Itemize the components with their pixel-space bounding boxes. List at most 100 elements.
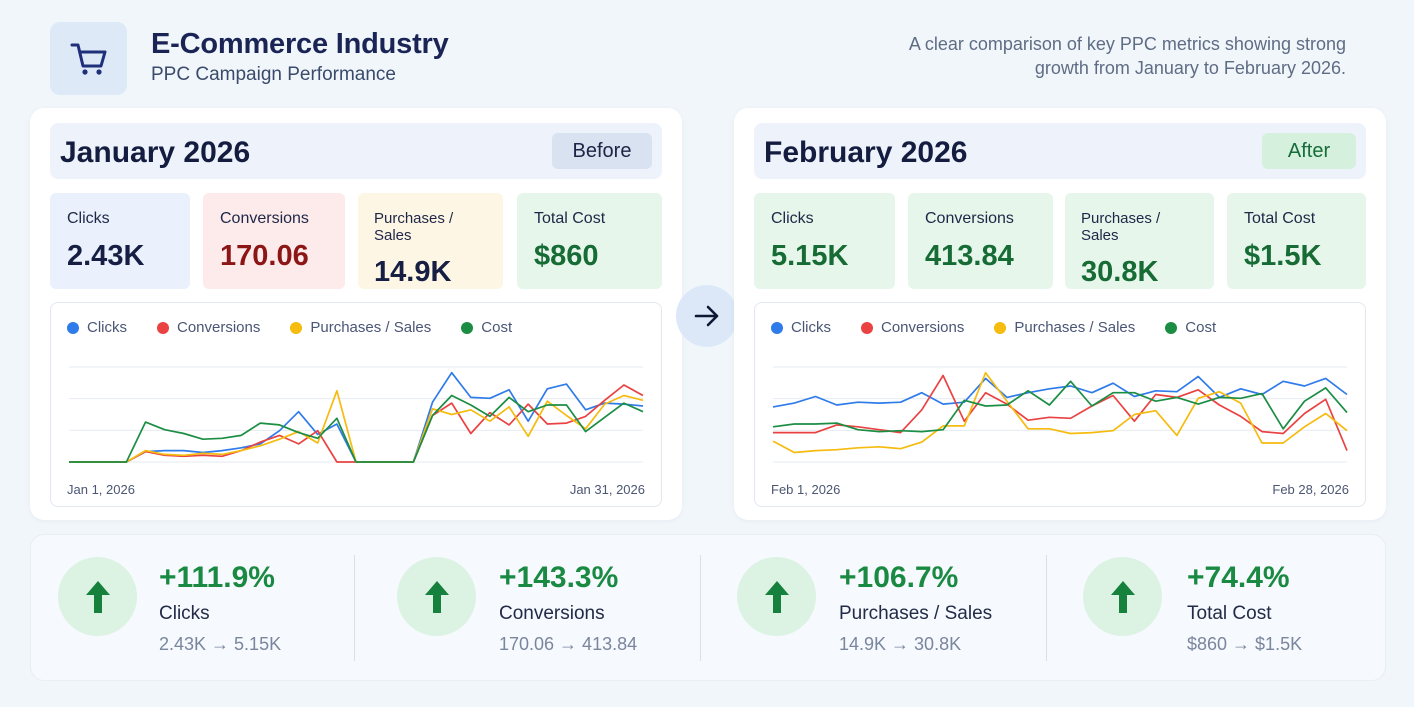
kpi-value: 413.84	[925, 240, 1014, 272]
kpi-label: Purchases / Sales	[374, 210, 454, 244]
legend-dot	[461, 321, 474, 334]
kpi-label: Total Cost	[1244, 210, 1316, 227]
legend-item-conversions: Conversions	[157, 319, 260, 336]
january-line-chart	[69, 366, 644, 463]
kpi-card-clicks: Clicks 2.43K	[50, 193, 190, 289]
summary-conversions: +143.3% Conversions 170.06 → 413.84	[397, 535, 697, 682]
x-axis-end-label: Jan 31, 2026	[569, 482, 645, 497]
kpi-label: Clicks	[67, 210, 110, 227]
legend-dot	[1165, 321, 1178, 334]
legend-label: Cost	[481, 319, 513, 336]
summary-total-cost: +74.4% Total Cost $860 → $1.5K	[1083, 535, 1373, 682]
january-panel: January 2026 Before Clicks 2.43K Convers…	[30, 108, 682, 520]
arrow-up-icon	[424, 580, 449, 613]
page-subtitle: PPC Campaign Performance	[151, 64, 396, 85]
chart-legend: Clicks Conversions Purchases / Sales Cos…	[771, 319, 1216, 336]
arrow-up-icon	[85, 580, 110, 613]
growth-percent: +74.4%	[1187, 561, 1290, 594]
summary-purchases: +106.7% Purchases / Sales 14.9K → 30.8K	[737, 535, 1047, 682]
legend-dot	[157, 321, 169, 334]
kpi-card-conversions: Conversions 413.84	[908, 193, 1053, 289]
arrow-up-icon	[1110, 580, 1135, 613]
legend-label: Conversions	[881, 319, 965, 336]
chart-legend: Clicks Conversions Purchases / Sales Cos…	[67, 319, 512, 336]
kpi-label: Conversions	[220, 210, 309, 227]
before-badge: Before	[552, 133, 652, 169]
legend-item-purchases: Purchases / Sales	[290, 319, 431, 336]
kpi-card-purchases: Purchases / Sales 30.8K	[1065, 193, 1214, 289]
growth-percent: +143.3%	[499, 561, 619, 594]
comparison-arrow	[676, 285, 738, 347]
x-axis-start-label: Jan 1, 2026	[67, 482, 135, 497]
january-chart: Clicks Conversions Purchases / Sales Cos…	[50, 302, 662, 507]
legend-item-cost: Cost	[461, 319, 512, 336]
february-line-chart	[772, 366, 1348, 463]
legend-dot	[861, 321, 873, 334]
february-chart: Clicks Conversions Purchases / Sales Cos…	[754, 302, 1366, 507]
legend-dot	[67, 321, 79, 334]
arrow-up-icon	[764, 580, 789, 613]
metric-change: 2.43K → 5.15K	[159, 634, 282, 654]
divider	[700, 555, 701, 661]
legend-item-conversions: Conversions	[861, 319, 964, 336]
series-line-cost	[69, 394, 644, 463]
after-badge: After	[1262, 133, 1356, 169]
metric-name: Purchases / Sales	[839, 603, 993, 624]
legend-dot	[771, 321, 783, 334]
kpi-value: 14.9K	[374, 256, 452, 288]
kpi-value: $860	[534, 240, 599, 272]
logo-badge	[50, 22, 127, 95]
metric-change: 14.9K → 30.8K	[839, 634, 962, 654]
growth-percent: +111.9%	[159, 561, 275, 594]
january-title: January 2026	[60, 136, 251, 169]
arrow-right-icon	[694, 305, 719, 327]
header-description: A clear comparison of key PPC metrics sh…	[908, 34, 1346, 78]
growth-badge	[737, 557, 816, 636]
kpi-card-total-cost: Total Cost $860	[517, 193, 662, 289]
kpi-label: Total Cost	[534, 210, 606, 227]
growth-percent: +106.7%	[839, 561, 959, 594]
series-line-clicks	[772, 375, 1348, 408]
kpi-card-total-cost: Total Cost $1.5K	[1227, 193, 1366, 289]
legend-label: Purchases / Sales	[1014, 319, 1136, 336]
february-panel-header: February 2026 After	[754, 123, 1366, 179]
legend-item-clicks: Clicks	[67, 319, 127, 336]
kpi-label: Purchases / Sales	[1081, 210, 1161, 244]
summary-clicks: +111.9% Clicks 2.43K → 5.15K	[58, 535, 358, 682]
growth-badge	[397, 557, 476, 636]
kpi-value: 170.06	[220, 240, 309, 272]
legend-dot	[290, 321, 303, 334]
legend-label: Clicks	[791, 319, 831, 336]
page-title: E-Commerce Industry	[151, 28, 449, 60]
legend-dot	[994, 321, 1007, 334]
legend-label: Purchases / Sales	[310, 319, 432, 336]
kpi-card-purchases: Purchases / Sales 14.9K	[358, 193, 503, 289]
kpi-value: 5.15K	[771, 240, 849, 272]
divider	[1046, 555, 1047, 661]
series-line-cost	[772, 380, 1348, 433]
kpi-value: $1.5K	[1244, 240, 1322, 272]
metric-change: 170.06 → 413.84	[499, 634, 638, 654]
metric-change: $860 → $1.5K	[1187, 634, 1303, 654]
x-axis-start-label: Feb 1, 2026	[771, 482, 841, 497]
metric-name: Total Cost	[1187, 603, 1272, 624]
kpi-card-conversions: Conversions 170.06	[203, 193, 345, 289]
legend-item-purchases: Purchases / Sales	[994, 319, 1135, 336]
kpi-card-clicks: Clicks 5.15K	[754, 193, 895, 289]
kpi-value: 2.43K	[67, 240, 145, 272]
growth-summary: +111.9% Clicks 2.43K → 5.15K +143.3% Con…	[30, 534, 1386, 681]
shopping-cart-icon	[70, 43, 106, 75]
kpi-label: Conversions	[925, 210, 1014, 227]
february-title: February 2026	[764, 136, 968, 169]
february-panel: February 2026 After Clicks 5.15K Convers…	[734, 108, 1386, 520]
legend-item-cost: Cost	[1165, 319, 1216, 336]
legend-label: Cost	[1185, 319, 1217, 336]
series-line-purchases-sales	[772, 371, 1348, 454]
legend-label: Conversions	[177, 319, 261, 336]
metric-name: Conversions	[499, 603, 605, 624]
x-axis-end-label: Feb 28, 2026	[1272, 482, 1349, 497]
kpi-value: 30.8K	[1081, 256, 1159, 288]
divider	[354, 555, 355, 661]
growth-badge	[58, 557, 137, 636]
january-panel-header: January 2026 Before	[50, 123, 662, 179]
